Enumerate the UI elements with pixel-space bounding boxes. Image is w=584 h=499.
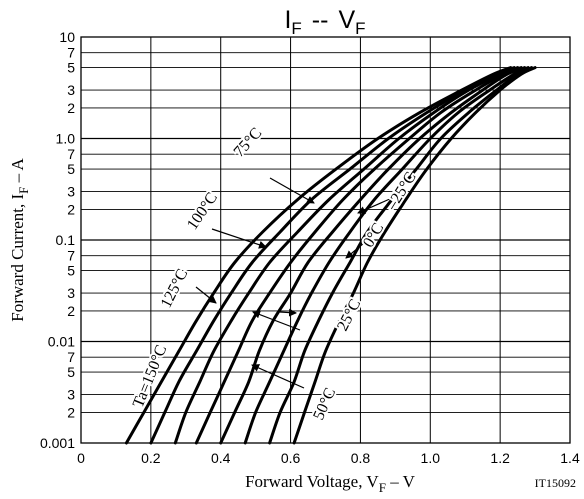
leader-arrow — [279, 308, 297, 317]
curves — [124, 66, 537, 445]
plot-frame — [80, 36, 571, 444]
y-tick-label: 5 — [67, 364, 75, 380]
figure-code: IT15092 — [535, 476, 576, 490]
leader-arrow — [357, 197, 393, 214]
chart-title: IF -- VF — [284, 6, 365, 38]
series-line-2 — [173, 66, 520, 445]
y-tick-label: 3 — [67, 285, 75, 301]
y-tick-label: 3 — [67, 82, 75, 98]
series-line-3 — [194, 66, 523, 445]
y-tick-label: 2 — [67, 201, 75, 217]
grid — [81, 37, 570, 443]
y-tick-label: 3 — [67, 184, 75, 200]
y-tick-label: 7 — [67, 248, 75, 264]
arrows — [195, 177, 393, 389]
y-tick-label: 0.01 — [48, 334, 75, 350]
y-axis-label: Forward Current, IF – A — [8, 158, 31, 322]
y-tick-label: 5 — [67, 60, 75, 76]
x-tick-label: 1.4 — [560, 450, 580, 466]
leader-arrow — [251, 364, 305, 389]
x-tick-label: 0.6 — [281, 450, 301, 466]
y-tick-label: 0.001 — [40, 435, 75, 451]
series-line-5 — [243, 66, 530, 445]
y-tick-label: 7 — [67, 349, 75, 365]
series-line-4 — [219, 66, 527, 445]
series-line-6 — [268, 66, 534, 445]
y-tick-label: 7 — [67, 146, 75, 162]
y-tick-label: 7 — [67, 45, 75, 61]
y-tick-label: 0.1 — [56, 232, 76, 248]
y-tick-label: 2 — [67, 303, 75, 319]
leader-arrow — [252, 310, 301, 331]
y-tick-label: 10 — [59, 29, 75, 45]
tick-labels: 0 0.2 0.4 0.6 0.8 1.0 1.2 1.40.00123570.0123570… — [40, 29, 580, 466]
leader-arrow — [345, 237, 371, 259]
leader-arrow — [269, 177, 315, 204]
y-tick-label: 5 — [67, 161, 75, 177]
y-tick-label: 5 — [67, 263, 75, 279]
x-tick-label: 0 — [77, 450, 85, 466]
leader-arrow — [195, 286, 217, 304]
x-tick-label: 1.2 — [490, 450, 510, 466]
series-line-0 — [124, 66, 513, 445]
y-tick-label: 1.0 — [56, 131, 76, 147]
series-line-1 — [149, 66, 516, 445]
x-tick-label: 0.4 — [211, 450, 231, 466]
y-tick-label: 3 — [67, 387, 75, 403]
x-tick-label: 0.2 — [141, 450, 161, 466]
leader-arrow — [211, 228, 267, 249]
x-tick-label: 0.8 — [351, 450, 371, 466]
y-tick-label: 2 — [67, 404, 75, 420]
x-tick-label: 1.0 — [421, 450, 441, 466]
series-line-7 — [292, 66, 537, 445]
y-tick-label: 2 — [67, 100, 75, 116]
x-axis-label: Forward Voltage, VF – V — [245, 472, 416, 495]
